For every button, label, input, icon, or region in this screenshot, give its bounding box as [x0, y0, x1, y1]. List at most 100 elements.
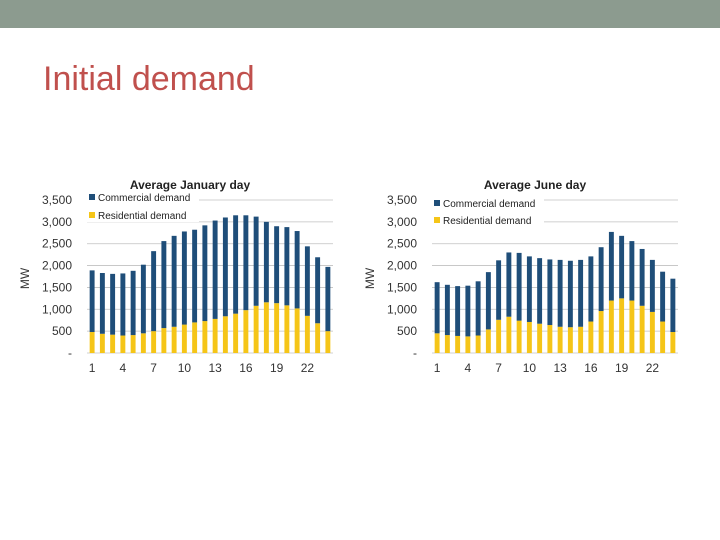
bar-commercial-23 — [660, 271, 666, 322]
bar-residential-3 — [455, 335, 461, 353]
x-tick-label: 7 — [495, 361, 502, 375]
x-tick-label: 4 — [120, 361, 127, 375]
bar-commercial-15 — [578, 259, 584, 327]
x-tick-label: 10 — [178, 361, 192, 375]
bar-residential-11 — [537, 323, 543, 353]
bar-commercial-2 — [99, 273, 105, 334]
y-tick-label: 3,500 — [42, 193, 72, 207]
x-tick-label: 4 — [465, 361, 472, 375]
bar-residential-13 — [557, 326, 563, 353]
bar-residential-18 — [608, 300, 614, 353]
bar-commercial-3 — [110, 273, 116, 335]
x-tick-label: 13 — [208, 361, 222, 375]
x-tick-label: 19 — [615, 361, 629, 375]
bar-residential-1 — [434, 333, 440, 353]
bar-commercial-24 — [670, 278, 676, 333]
bar-residential-12 — [547, 325, 553, 353]
bar-residential-24 — [670, 332, 676, 353]
bar-residential-23 — [660, 321, 666, 353]
chart-title: Average June day — [484, 178, 587, 192]
bar-residential-4 — [465, 336, 471, 353]
bar-residential-4 — [120, 335, 126, 353]
bar-residential-1 — [89, 332, 95, 353]
bar-residential-22 — [304, 315, 310, 353]
legend-swatch — [434, 217, 440, 223]
bar-residential-20 — [284, 305, 290, 353]
legend-item: Residential demand — [432, 215, 544, 227]
bar-residential-22 — [649, 311, 655, 353]
bar-residential-5 — [130, 335, 136, 353]
bar-residential-14 — [222, 316, 228, 353]
bar-commercial-5 — [475, 281, 481, 336]
y-tick-label: 1,500 — [387, 280, 417, 294]
bar-commercial-8 — [506, 252, 512, 317]
bar-residential-9 — [516, 320, 522, 353]
bar-residential-11 — [192, 322, 198, 353]
bar-commercial-12 — [547, 259, 553, 326]
y-axis-label: MW — [363, 267, 377, 289]
legend-background — [432, 198, 544, 210]
x-tick-label: 1 — [89, 361, 96, 375]
y-tick-label: 2,500 — [387, 237, 417, 251]
x-tick-label: 7 — [150, 361, 157, 375]
bar-commercial-23 — [315, 257, 321, 324]
bar-commercial-19 — [274, 226, 280, 304]
y-tick-label: 1,000 — [42, 302, 72, 316]
bar-commercial-10 — [181, 231, 187, 325]
legend-label: Residential demand — [98, 211, 186, 222]
x-tick-label: 1 — [434, 361, 441, 375]
legend-item: Commercial demand — [87, 192, 199, 204]
legend-background — [87, 210, 199, 222]
bar-commercial-7 — [496, 260, 502, 320]
bar-commercial-14 — [222, 217, 228, 317]
x-tick-label: 16 — [584, 361, 598, 375]
bar-commercial-13 — [212, 220, 218, 319]
bar-commercial-16 — [588, 256, 594, 322]
bar-commercial-24 — [325, 266, 331, 332]
bar-residential-23 — [315, 323, 321, 353]
bar-residential-2 — [99, 333, 105, 353]
bar-residential-15 — [578, 326, 584, 353]
bar-commercial-1 — [89, 270, 95, 333]
bar-residential-18 — [263, 302, 269, 353]
bar-commercial-9 — [171, 235, 177, 327]
bar-commercial-22 — [649, 259, 655, 312]
bar-commercial-6 — [485, 272, 491, 330]
legend-item: Commercial demand — [432, 198, 544, 210]
bar-commercial-18 — [263, 221, 269, 303]
y-tick-label: 2,000 — [42, 259, 72, 273]
bar-residential-24 — [325, 331, 331, 353]
bar-residential-21 — [639, 305, 645, 353]
legend-label: Commercial demand — [98, 193, 190, 204]
bar-residential-6 — [140, 333, 146, 353]
bar-commercial-1 — [434, 282, 440, 334]
y-tick-label: 1,000 — [387, 302, 417, 316]
x-tick-label: 22 — [301, 361, 315, 375]
bar-residential-17 — [598, 311, 604, 353]
y-tick-label: 3,000 — [387, 215, 417, 229]
bar-commercial-7 — [151, 251, 157, 332]
bar-commercial-11 — [192, 229, 198, 323]
legend-label: Commercial demand — [443, 199, 535, 210]
january-chart: - 500 1,000 1,500 2,000 2,500 3,000 3,500 Averag… — [18, 178, 333, 375]
bar-commercial-22 — [304, 246, 310, 316]
x-tick-label: 13 — [553, 361, 567, 375]
legend-swatch — [434, 200, 440, 206]
x-tick-label: 19 — [270, 361, 284, 375]
bar-residential-10 — [526, 321, 532, 353]
bar-residential-19 — [274, 303, 280, 353]
y-tick-label: 1,500 — [42, 280, 72, 294]
legend-label: Residential demand — [443, 216, 531, 227]
y-axis-label: MW — [18, 267, 32, 289]
bar-commercial-2 — [444, 284, 450, 336]
bar-commercial-21 — [639, 248, 645, 306]
bar-commercial-10 — [526, 256, 532, 322]
bar-commercial-21 — [294, 231, 300, 309]
bar-commercial-13 — [557, 259, 563, 327]
top-bar — [0, 0, 720, 28]
bar-residential-19 — [619, 298, 625, 353]
bar-commercial-6 — [140, 264, 146, 334]
bar-commercial-8 — [161, 241, 167, 329]
slide-title: Initial demand — [43, 60, 255, 98]
bar-residential-5 — [475, 335, 481, 353]
